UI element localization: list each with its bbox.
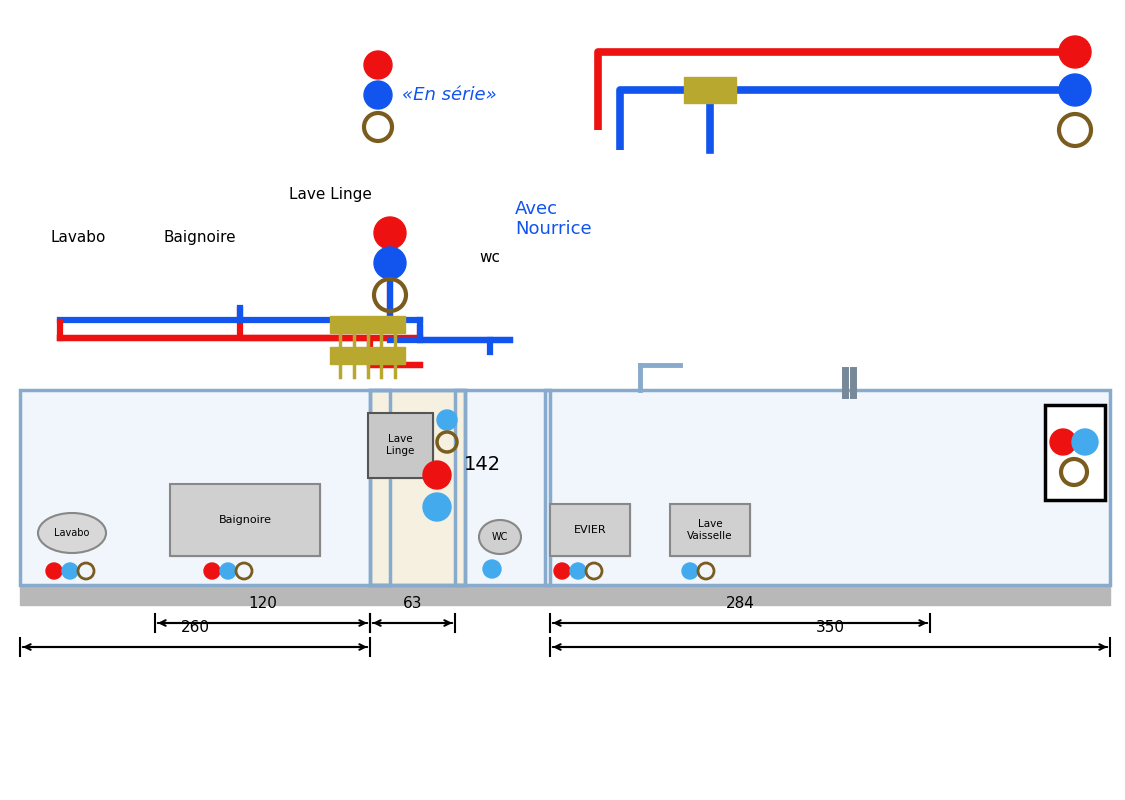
- Text: Lavabo: Lavabo: [51, 230, 106, 245]
- Text: Lave
Vaisselle: Lave Vaisselle: [687, 519, 732, 541]
- Circle shape: [436, 410, 457, 430]
- Bar: [330, 315, 405, 333]
- Text: 260: 260: [180, 620, 209, 635]
- Text: Lave Linge: Lave Linge: [288, 187, 371, 202]
- Text: Avec
Nourrice: Avec Nourrice: [515, 200, 592, 238]
- Bar: [544, 390, 1110, 585]
- Circle shape: [374, 217, 406, 249]
- Circle shape: [570, 563, 586, 579]
- Bar: [368, 413, 432, 478]
- Bar: [20, 390, 390, 585]
- Circle shape: [1050, 429, 1076, 455]
- Text: «En série»: «En série»: [402, 86, 497, 104]
- Bar: [550, 504, 630, 556]
- Bar: [670, 504, 750, 556]
- Bar: [455, 390, 550, 585]
- Bar: [330, 346, 405, 363]
- Circle shape: [423, 461, 451, 489]
- Ellipse shape: [479, 520, 521, 554]
- Text: 350: 350: [816, 620, 845, 635]
- Circle shape: [682, 563, 698, 579]
- Circle shape: [423, 493, 451, 521]
- Text: 63: 63: [403, 596, 422, 611]
- Bar: [1045, 405, 1105, 500]
- Text: wc: wc: [479, 250, 501, 265]
- Bar: [370, 390, 465, 585]
- Circle shape: [46, 563, 62, 579]
- Bar: [20, 585, 1110, 605]
- Text: 284: 284: [726, 596, 755, 611]
- Bar: [20, 390, 390, 585]
- Bar: [370, 390, 465, 585]
- Circle shape: [483, 560, 501, 578]
- Bar: [368, 413, 432, 478]
- Circle shape: [220, 563, 236, 579]
- Bar: [544, 390, 1110, 585]
- Text: WC: WC: [492, 532, 508, 542]
- Bar: [550, 504, 630, 556]
- Bar: [670, 504, 750, 556]
- Bar: [170, 484, 320, 556]
- Text: 120: 120: [248, 596, 277, 611]
- Text: Lavabo: Lavabo: [54, 528, 90, 538]
- Circle shape: [364, 81, 391, 109]
- Bar: [170, 484, 320, 556]
- Text: Baignoire: Baignoire: [218, 515, 271, 525]
- Text: Baignoire: Baignoire: [164, 230, 236, 245]
- Circle shape: [1059, 74, 1091, 106]
- Circle shape: [62, 563, 78, 579]
- Circle shape: [374, 247, 406, 279]
- Circle shape: [554, 563, 570, 579]
- Circle shape: [364, 51, 391, 79]
- Text: EVIER: EVIER: [574, 525, 606, 535]
- Circle shape: [204, 563, 220, 579]
- Ellipse shape: [38, 513, 106, 553]
- Circle shape: [1072, 429, 1098, 455]
- Bar: [684, 77, 736, 103]
- Bar: [20, 390, 1110, 585]
- Text: Lave
Linge: Lave Linge: [386, 434, 414, 456]
- Text: 142: 142: [464, 455, 501, 474]
- Bar: [455, 390, 550, 585]
- Circle shape: [1059, 36, 1091, 68]
